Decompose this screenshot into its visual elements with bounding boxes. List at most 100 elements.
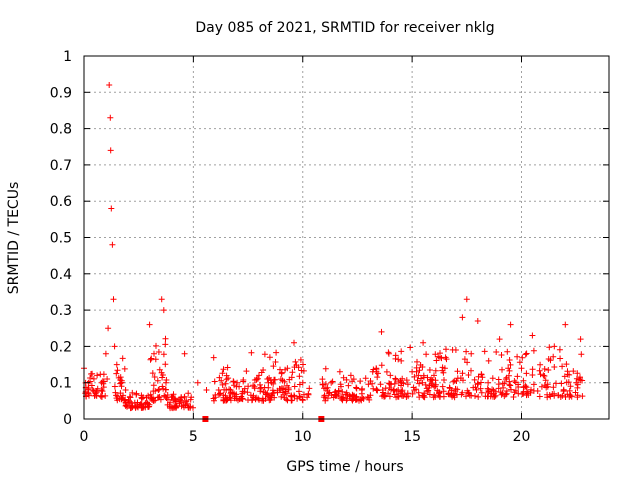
data-point bbox=[274, 389, 281, 396]
data-point bbox=[441, 365, 448, 372]
data-point bbox=[573, 379, 580, 386]
data-point bbox=[345, 382, 352, 389]
data-point bbox=[110, 296, 117, 303]
data-point bbox=[155, 349, 162, 355]
data-point bbox=[521, 383, 528, 390]
data-point bbox=[140, 394, 147, 401]
data-point bbox=[162, 341, 169, 348]
data-point bbox=[538, 383, 545, 390]
data-point bbox=[248, 349, 255, 356]
data-point bbox=[529, 366, 536, 373]
data-point bbox=[157, 396, 164, 403]
y-tick-label: 0 bbox=[63, 412, 72, 428]
data-point bbox=[507, 361, 514, 368]
data-point bbox=[360, 395, 367, 402]
data-point bbox=[451, 377, 458, 384]
data-point bbox=[374, 374, 381, 381]
data-point bbox=[454, 368, 461, 375]
x-tick-label: 20 bbox=[513, 429, 531, 445]
y-tick-label: 0.3 bbox=[50, 303, 72, 319]
data-point bbox=[545, 367, 552, 373]
data-point bbox=[122, 387, 129, 393]
data-point bbox=[475, 373, 482, 380]
data-point bbox=[507, 382, 514, 389]
data-point bbox=[85, 391, 92, 397]
data-point bbox=[475, 393, 482, 400]
data-point bbox=[541, 373, 548, 379]
data-point bbox=[102, 392, 109, 399]
data-point bbox=[515, 381, 522, 388]
data-point bbox=[550, 353, 557, 360]
y-tick-label: 0.1 bbox=[50, 376, 72, 392]
data-point bbox=[304, 394, 311, 401]
data-point bbox=[485, 379, 492, 386]
data-point bbox=[257, 388, 264, 395]
data-point bbox=[232, 393, 238, 400]
data-point bbox=[419, 379, 426, 386]
data-point bbox=[331, 389, 338, 396]
data-point bbox=[502, 376, 509, 383]
data-point bbox=[261, 351, 268, 358]
data-point bbox=[159, 372, 166, 378]
data-point bbox=[431, 372, 437, 379]
data-point bbox=[475, 380, 482, 387]
data-point bbox=[423, 351, 430, 358]
data-point bbox=[270, 363, 277, 370]
data-point bbox=[488, 390, 495, 397]
y-tick-label: 0.2 bbox=[50, 339, 72, 355]
data-point bbox=[390, 387, 397, 394]
data-point bbox=[463, 348, 470, 355]
data-point bbox=[505, 372, 512, 379]
data-point bbox=[266, 397, 273, 404]
y-tick-label: 0.6 bbox=[50, 194, 72, 210]
data-point bbox=[90, 375, 97, 382]
y-axis-label: SRMTID / TECUs bbox=[6, 182, 22, 295]
data-point bbox=[409, 390, 416, 397]
data-point bbox=[320, 394, 327, 401]
data-point bbox=[278, 393, 285, 400]
data-point bbox=[468, 350, 475, 357]
data-point bbox=[105, 325, 112, 332]
data-point bbox=[574, 370, 581, 377]
data-point bbox=[107, 114, 114, 121]
data-point bbox=[420, 392, 427, 399]
data-point bbox=[185, 390, 192, 397]
data-point bbox=[530, 347, 537, 354]
data-point bbox=[416, 380, 423, 387]
data-point bbox=[185, 404, 192, 411]
data-point bbox=[227, 395, 234, 401]
data-point bbox=[269, 387, 276, 394]
data-point bbox=[119, 394, 126, 401]
data-point bbox=[478, 389, 485, 396]
data-point bbox=[158, 296, 165, 303]
data-point bbox=[269, 392, 275, 399]
data-point bbox=[212, 394, 219, 401]
data-point bbox=[547, 357, 554, 364]
data-point bbox=[558, 380, 565, 387]
data-point bbox=[126, 394, 133, 401]
data-point bbox=[477, 385, 484, 392]
data-point bbox=[114, 367, 121, 374]
data-point bbox=[147, 391, 154, 398]
data-point bbox=[156, 393, 163, 400]
data-point bbox=[135, 404, 141, 411]
data-point bbox=[362, 375, 369, 382]
chart-title: Day 085 of 2021, SRMTID for receiver nkl… bbox=[195, 20, 494, 36]
data-point bbox=[272, 376, 278, 383]
data-point bbox=[168, 394, 175, 401]
data-point bbox=[291, 383, 298, 390]
data-point bbox=[497, 389, 504, 396]
data-point bbox=[217, 390, 223, 397]
data-point bbox=[348, 396, 355, 403]
data-point bbox=[540, 372, 547, 379]
data-point bbox=[398, 348, 405, 355]
data-point bbox=[91, 392, 98, 399]
data-point bbox=[541, 366, 548, 372]
data-point bbox=[466, 392, 473, 399]
data-point bbox=[288, 374, 295, 381]
data-point bbox=[439, 383, 446, 390]
data-point bbox=[566, 371, 573, 378]
x-tick-label: 10 bbox=[294, 429, 312, 445]
data-point bbox=[577, 374, 583, 381]
data-point bbox=[338, 383, 344, 390]
